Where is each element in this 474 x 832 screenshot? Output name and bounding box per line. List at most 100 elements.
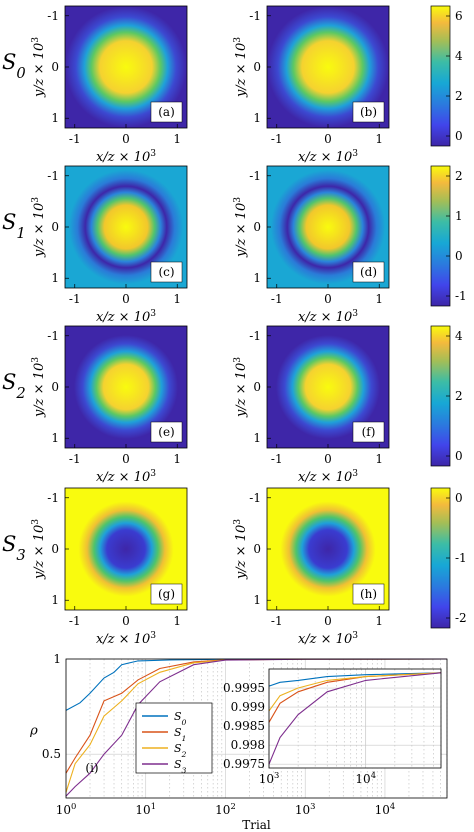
colorbar-tick-label: 4 bbox=[455, 329, 463, 343]
row-label: S3 bbox=[2, 532, 26, 564]
x-tick-label: 0 bbox=[324, 614, 332, 628]
inset-frame bbox=[268, 668, 442, 769]
y-tick-label: 0 bbox=[51, 220, 59, 234]
x-tick-label: 0 bbox=[324, 132, 332, 146]
row-3: S3 -1 0 1 -1 0 1 (g) y/z × 103 x/z × 103 -1 0 1 -1 0 1 (… bbox=[2, 487, 467, 647]
colorbar-tick-label: 2 bbox=[455, 169, 463, 183]
panel-label: (h) bbox=[360, 587, 377, 601]
colorbar-tick-label: 2 bbox=[455, 389, 463, 403]
image-panel: -1 0 1 -1 0 1 (f) y/z × 103 x/z × 103 bbox=[233, 325, 390, 485]
y-tick-label: 0 bbox=[51, 380, 59, 394]
x-tick-label: 0 bbox=[324, 292, 332, 306]
y-tick-label: 0 bbox=[253, 60, 261, 74]
y-tick-label: 1 bbox=[253, 593, 261, 607]
colorbar-tick-label: 2 bbox=[455, 89, 463, 103]
x-tick-label: -1 bbox=[271, 292, 283, 306]
panel-label: (e) bbox=[158, 425, 174, 439]
inset-series-line-2 bbox=[268, 672, 442, 712]
x-tick-label: -1 bbox=[69, 614, 81, 628]
x-tick-label: 104 bbox=[375, 801, 396, 817]
y-tick-label: 1 bbox=[51, 593, 59, 607]
colorbar-tick-label: 0 bbox=[455, 449, 463, 463]
x-axis-label: Trial bbox=[242, 818, 271, 832]
y-axis-label: y/z × 103 bbox=[233, 519, 249, 580]
y-tick-label: -1 bbox=[47, 491, 59, 505]
x-axis-label: x/z × 103 bbox=[96, 631, 156, 647]
colorbar-tick-label: 0 bbox=[455, 249, 463, 263]
y-tick-label: 0 bbox=[253, 220, 261, 234]
x-tick-label: -1 bbox=[69, 452, 81, 466]
x-tick-label: 1 bbox=[375, 452, 383, 466]
x-tick-label: -1 bbox=[271, 132, 283, 146]
inset-y-tick-label: 0.9995 bbox=[223, 681, 265, 695]
inset-y-tick-label: 0.999 bbox=[231, 700, 265, 714]
x-tick-label: -1 bbox=[69, 292, 81, 306]
x-tick-label: 1 bbox=[173, 614, 181, 628]
colorbar: 4 2 0 bbox=[430, 325, 463, 467]
x-tick-label: 0 bbox=[122, 452, 130, 466]
y-tick-label: 1 bbox=[51, 111, 59, 125]
image-panel: -1 0 1 -1 0 1 (b) y/z × 103 x/z × 103 bbox=[233, 5, 390, 165]
colorbar-gradient bbox=[430, 5, 451, 147]
colorbar: 6 4 2 0 bbox=[430, 5, 463, 147]
x-tick-label: 1 bbox=[173, 292, 181, 306]
inset-plot-area bbox=[269, 669, 441, 768]
panel-label: (g) bbox=[158, 587, 175, 601]
panel-label: (c) bbox=[158, 265, 174, 279]
image-panel: -1 0 1 -1 0 1 (g) y/z × 103 x/z × 103 bbox=[31, 487, 188, 647]
y-tick-label: 1 bbox=[51, 271, 59, 285]
y-tick-label: 1 bbox=[53, 652, 61, 666]
inset-y-tick-label: 0.998 bbox=[231, 738, 265, 752]
panel-label-box bbox=[150, 101, 183, 123]
y-axis-label: ρ bbox=[29, 724, 38, 739]
colorbar-tick-label: 1 bbox=[455, 209, 463, 223]
colorbar-tick-label: -1 bbox=[455, 289, 467, 303]
colorbar: 0 -1 -2 bbox=[430, 487, 467, 629]
colorbar-tick-label: 0 bbox=[455, 129, 463, 143]
y-tick-label: 0.5 bbox=[42, 747, 61, 761]
y-tick-label: 1 bbox=[253, 271, 261, 285]
x-axis-label: x/z × 103 bbox=[96, 309, 156, 325]
x-axis-label: x/z × 103 bbox=[298, 309, 358, 325]
legend-box bbox=[135, 702, 213, 774]
y-axis-label: y/z × 103 bbox=[233, 357, 249, 418]
y-tick-label: -1 bbox=[47, 329, 59, 343]
y-axis-label: y/z × 103 bbox=[233, 197, 249, 258]
y-tick-label: 0 bbox=[253, 380, 261, 394]
x-axis-label: x/z × 103 bbox=[96, 149, 156, 165]
panel-label-box bbox=[150, 261, 183, 283]
x-tick-label: 0 bbox=[122, 292, 130, 306]
panel-label: (b) bbox=[360, 105, 377, 119]
x-axis-label: x/z × 103 bbox=[298, 469, 358, 485]
colorbar-tick-label: 4 bbox=[455, 49, 463, 63]
x-tick-label: 0 bbox=[324, 452, 332, 466]
row-2: S2 -1 0 1 -1 0 1 (e) y/z × 103 x/z × 103 -1 0 1 -1 0 1 (… bbox=[2, 325, 463, 485]
panel-label: (f) bbox=[362, 425, 376, 439]
x-axis-label: x/z × 103 bbox=[298, 149, 358, 165]
panel-label-box bbox=[150, 583, 183, 605]
y-tick-label: 0 bbox=[51, 60, 59, 74]
axes-frame bbox=[65, 658, 448, 799]
colorbar-tick-label: -1 bbox=[455, 551, 467, 565]
colorbar-tick-label: -2 bbox=[455, 611, 467, 625]
row-0: S0 -1 0 1 -1 0 1 (a) y/z × 103 x/z × 103 -1 0 1 -1 0 1 (… bbox=[2, 5, 463, 165]
x-tick-label: 1 bbox=[173, 132, 181, 146]
y-tick-label: 1 bbox=[51, 431, 59, 445]
x-tick-label: 101 bbox=[135, 801, 156, 817]
y-tick-label: 0 bbox=[253, 542, 261, 556]
y-axis-label: y/z × 103 bbox=[31, 519, 47, 580]
x-tick-label: 1 bbox=[375, 132, 383, 146]
y-axis-label: y/z × 103 bbox=[31, 357, 47, 418]
panel-label-box bbox=[150, 421, 183, 443]
x-tick-label: 0 bbox=[122, 614, 130, 628]
colorbar-tick-label: 6 bbox=[455, 9, 463, 23]
x-tick-label: -1 bbox=[271, 452, 283, 466]
x-tick-label: 1 bbox=[173, 452, 181, 466]
panel-label: (d) bbox=[360, 265, 377, 279]
panel-label-box bbox=[352, 421, 385, 443]
y-tick-label: -1 bbox=[249, 169, 261, 183]
colorbar: 2 1 0 -1 bbox=[430, 165, 467, 307]
colorbar-tick-label: 0 bbox=[455, 491, 463, 505]
